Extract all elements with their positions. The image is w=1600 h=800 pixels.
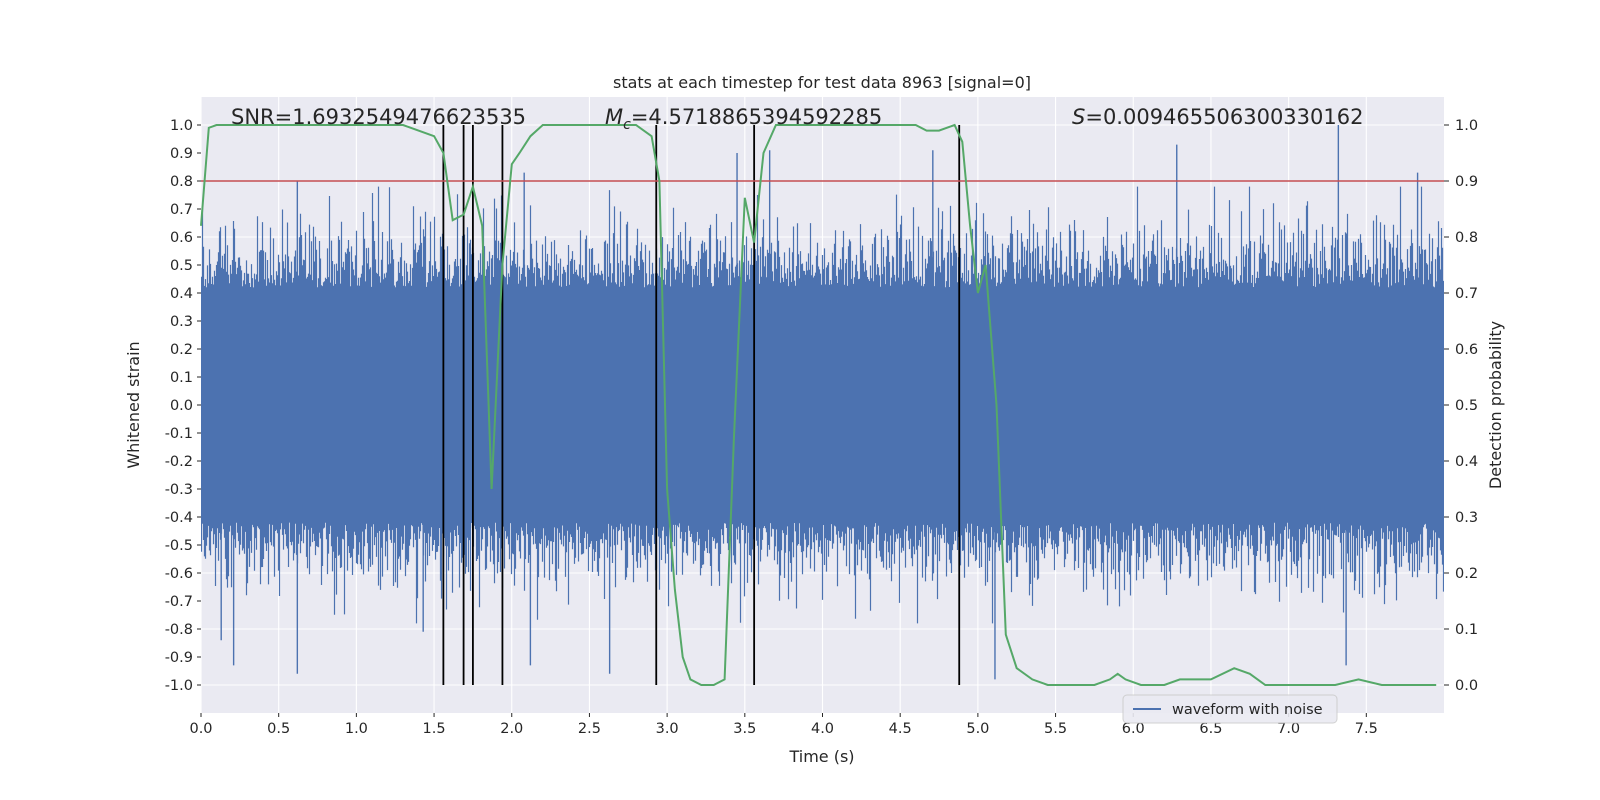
y-tick-label-2: -0.8 — [165, 622, 193, 638]
y2-axis-label: Detection probability — [1486, 321, 1505, 489]
x-axis-label: Time (s) — [788, 747, 854, 766]
x-tick-label-13: 6.5 — [1199, 721, 1222, 737]
x-tick-label-6: 3.0 — [656, 721, 679, 737]
y2-tick-label-3: 0.3 — [1455, 510, 1478, 526]
detection-probability-line — [200, 123, 1437, 686]
y-tick-label-1: -0.9 — [165, 650, 193, 666]
y-tick-label-9: -0.1 — [165, 426, 193, 442]
x-tick-label-15: 7.5 — [1355, 721, 1378, 737]
x-tick-label-9: 4.5 — [889, 721, 912, 737]
score-value: =0.009465506300330162 — [1085, 105, 1363, 129]
x-tick-label-4: 2.0 — [500, 721, 523, 737]
x-ticks: 0.0 0.5 1.0 1.5 2.0 2.5 3.0 3.5 4.0 4.5 5.0 5.5 6.0 6… — [189, 713, 1378, 737]
x-tick-label-8: 4.0 — [811, 721, 834, 737]
y-tick-label-20: 1.0 — [170, 118, 193, 134]
y2-tick-label-2: 0.2 — [1455, 566, 1478, 582]
chart-title: stats at each timestep for test data 896… — [613, 73, 1031, 92]
y-tick-label-8: -0.2 — [165, 454, 193, 470]
y2-tick-label-5: 0.5 — [1455, 398, 1478, 414]
x-tick-label-5: 2.5 — [578, 721, 601, 737]
legend-box — [1122, 694, 1338, 724]
y2-tick-label-6: 0.6 — [1455, 342, 1478, 358]
y-tick-label-15: 0.5 — [170, 258, 193, 274]
y-ticks: -1.0 -0.9 -0.8 -0.7 -0.6 -0.5 -0.4 -0.3 -0.2 -0.1… — [165, 118, 201, 694]
y-tick-label-17: 0.7 — [170, 202, 193, 218]
y2-ticks: 0.0 0.1 0.2 0.3 0.4 0.5 0.6 0.7 0.8 0.9 1.0 — [1444, 118, 1478, 694]
x-tick-label-1: 0.5 — [267, 721, 290, 737]
chirp-mass-value: =4.5718865394592285 — [631, 105, 882, 129]
y-tick-label-12: 0.2 — [170, 342, 193, 358]
x-tick-label-14: 7.0 — [1277, 721, 1300, 737]
chirp-mass-subscript: c — [623, 117, 631, 133]
vertical-markers — [442, 125, 961, 685]
y2-tick-label-7: 0.7 — [1455, 286, 1478, 302]
y-tick-label-10: 0.0 — [170, 398, 193, 414]
y-tick-label-0: -1.0 — [165, 678, 193, 694]
score-symbol: S — [1072, 105, 1085, 129]
x-tick-label-10: 5.0 — [966, 721, 989, 737]
x-tick-label-2: 1.0 — [345, 721, 368, 737]
y2-tick-label-8: 0.8 — [1455, 230, 1478, 246]
legend-label-waveform: waveform with noise — [1172, 702, 1323, 718]
chirp-mass-annotation: Mc=4.5718865394592285 — [605, 105, 882, 133]
legend: waveform with noise — [1122, 694, 1338, 724]
y-axis-label: Whitened strain — [124, 341, 143, 468]
y-tick-label-5: -0.5 — [165, 538, 193, 554]
x-tick-label-0: 0.0 — [189, 721, 212, 737]
y2-tick-label-0: 0.0 — [1455, 678, 1478, 694]
y-tick-label-18: 0.8 — [170, 174, 193, 190]
y2-tick-label-4: 0.4 — [1455, 454, 1478, 470]
y-tick-label-7: -0.3 — [165, 482, 193, 498]
y2-tick-label-10: 1.0 — [1455, 118, 1478, 134]
x-tick-label-7: 3.5 — [733, 721, 756, 737]
y-tick-label-4: -0.6 — [165, 566, 193, 582]
x-tick-label-11: 5.5 — [1044, 721, 1067, 737]
y2-tick-label-1: 0.1 — [1455, 622, 1478, 638]
y-tick-label-11: 0.1 — [170, 370, 193, 386]
score-annotation: S=0.009465506300330162 — [1072, 105, 1363, 129]
chirp-mass-symbol: M — [605, 105, 623, 129]
y-tick-label-13: 0.3 — [170, 314, 193, 330]
x-tick-label-12: 6.0 — [1122, 721, 1145, 737]
waveform-series — [201, 125, 1444, 680]
y-tick-label-14: 0.4 — [170, 286, 193, 302]
y2-tick-label-9: 0.9 — [1455, 174, 1478, 190]
y-tick-label-3: -0.7 — [165, 594, 193, 610]
x-tick-label-3: 1.5 — [423, 721, 446, 737]
y-tick-label-16: 0.6 — [170, 230, 193, 246]
snr-annotation: SNR=1.6932549476623535 — [231, 105, 526, 129]
y-tick-label-19: 0.9 — [170, 146, 193, 162]
y-tick-label-6: -0.4 — [165, 510, 193, 526]
